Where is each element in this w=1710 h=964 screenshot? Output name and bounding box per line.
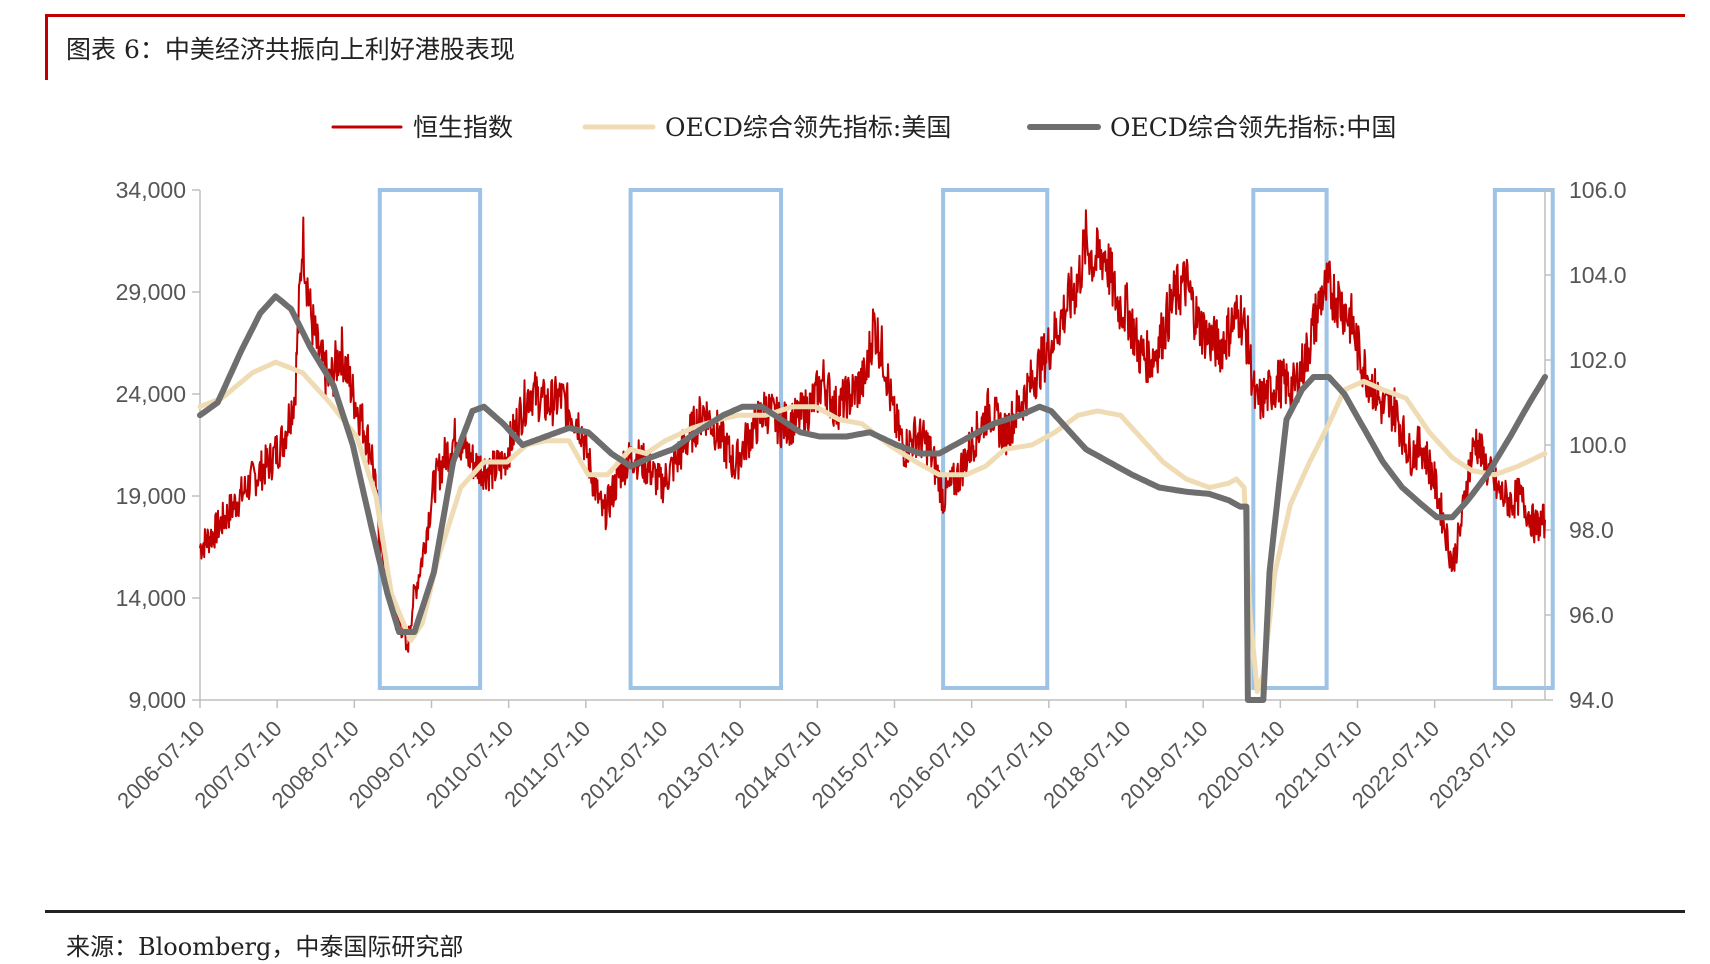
left-tick-label: 19,000: [116, 483, 186, 509]
bottom-rule: [45, 910, 1685, 913]
left-tick-label: 9,000: [128, 687, 186, 713]
legend-label-1: 恒生指数: [413, 113, 513, 142]
legend-label-3: OECD综合领先指标:中国: [1110, 113, 1396, 142]
right-tick-label: 94.0: [1569, 687, 1614, 713]
series-lines: [197, 209, 1548, 703]
top-rule: [45, 14, 1685, 17]
source-note: 来源：Bloomberg，中泰国际研究部: [66, 933, 464, 961]
highlight-box-2: [628, 188, 784, 690]
highlight-box-5: [1492, 188, 1555, 690]
highlight-box-1: [377, 188, 483, 690]
legend: 恒生指数 OECD综合领先指标:美国 OECD综合领先指标:中国: [331, 113, 1396, 142]
right-tick-label: 102.0: [1569, 347, 1627, 373]
left-tick-label: 24,000: [116, 381, 186, 407]
axes: 9,000 14,000 19,000 24,000 29,000 34,000 94.0 9…: [112, 177, 1626, 813]
series-line-2: [197, 359, 1548, 694]
figure-title: 图表 6：中美经济共振向上利好港股表现: [66, 35, 515, 64]
right-tick-label: 96.0: [1569, 602, 1614, 628]
right-tick-label: 104.0: [1569, 262, 1627, 288]
left-tick-label: 34,000: [116, 177, 186, 203]
highlight-box-3: [941, 188, 1050, 690]
left-tick-label: 14,000: [116, 585, 186, 611]
legend-label-2: OECD综合领先指标:美国: [665, 113, 951, 142]
chart: 恒生指数 OECD综合领先指标:美国 OECD综合领先指标:中国 9,000 14,0…: [112, 113, 1626, 813]
series-line-3: [197, 293, 1548, 703]
highlight-box-4: [1251, 188, 1329, 690]
title-accent-bar: [45, 14, 48, 80]
right-tick-label: 106.0: [1569, 177, 1627, 203]
right-tick-label: 98.0: [1569, 517, 1614, 543]
left-tick-label: 29,000: [116, 279, 186, 305]
series-line-1: [199, 209, 1546, 653]
right-tick-label: 100.0: [1569, 432, 1627, 458]
